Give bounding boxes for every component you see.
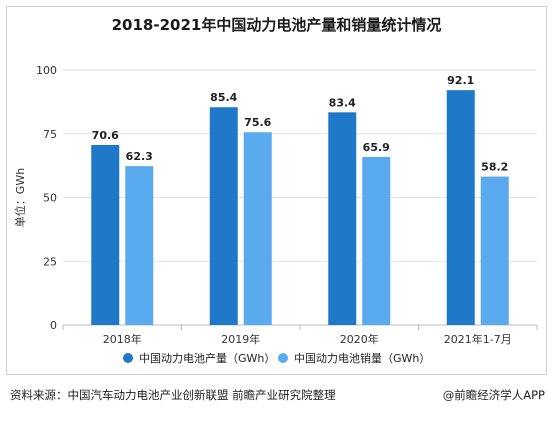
y-tick-label: 75	[43, 128, 57, 141]
axes: 0 25 50 75 100 单位：GWh 2018年 2019年 2020年 2021年1-7月	[13, 64, 538, 346]
x-tick-label: 2021年1-7月	[444, 332, 512, 346]
y-tick-label: 25	[43, 255, 57, 268]
y-tick-label: 50	[43, 192, 57, 205]
data-label: 83.4	[329, 96, 356, 109]
data-labels: 70.6 62.3 85.4 75.6 83.4 65.9 92.1 58.2	[92, 74, 509, 173]
bar	[209, 107, 238, 325]
data-label: 92.1	[447, 74, 474, 87]
x-tick-label: 2019年	[221, 332, 260, 346]
legend-marker	[278, 353, 288, 363]
data-label: 70.6	[92, 129, 119, 142]
y-axis-title: 单位：GWh	[13, 168, 27, 227]
bar	[362, 156, 391, 325]
bar	[91, 144, 120, 325]
bar	[446, 90, 475, 326]
data-label: 58.2	[481, 161, 508, 174]
x-tick-label: 2020年	[340, 332, 379, 346]
bar	[243, 132, 272, 325]
brand-credit: @前瞻经济学人APP	[442, 388, 545, 402]
chart-title: 2018-2021年中国动力电池产量和销量统计情况	[111, 16, 442, 34]
source-note: 资料来源：中国汽车动力电池产业创新联盟 前瞻产业研究院整理	[10, 388, 336, 402]
bar-chart: 0 25 50 75 100 单位：GWh 2018年 2019年 2020年 2021年1-7月…	[13, 64, 538, 365]
legend: 中国动力电池产量（GWh） 中国动力电池销量（GWh）	[123, 351, 430, 365]
bars	[91, 90, 509, 326]
data-label: 65.9	[363, 141, 390, 154]
y-tick-label: 100	[36, 64, 57, 77]
bar	[125, 166, 154, 325]
legend-label: 中国动力电池销量（GWh）	[294, 351, 430, 365]
data-label: 62.3	[126, 150, 153, 163]
y-tick-label: 0	[50, 319, 57, 332]
data-label: 85.4	[210, 91, 237, 104]
data-label: 75.6	[244, 116, 271, 129]
legend-label: 中国动力电池产量（GWh）	[139, 351, 275, 365]
bar	[328, 112, 357, 325]
bar	[480, 176, 509, 325]
x-tick-label: 2018年	[103, 332, 142, 346]
legend-marker	[123, 353, 133, 363]
footer: 资料来源：中国汽车动力电池产业创新联盟 前瞻产业研究院整理 @前瞻经济学人APP	[0, 383, 553, 405]
